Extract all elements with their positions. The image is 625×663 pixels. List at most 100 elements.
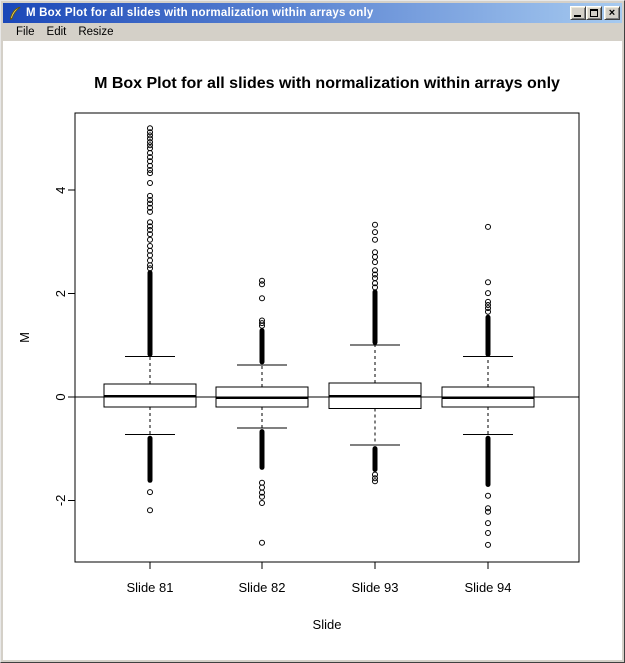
outlier-point [485, 302, 491, 308]
outlier-point [259, 295, 265, 302]
outlier-point [147, 208, 153, 215]
outlier-point [147, 507, 153, 514]
menu-edit[interactable]: Edit [46, 26, 67, 38]
outlier-point [372, 229, 378, 236]
outlier-point [147, 197, 153, 203]
outlier-point [147, 145, 153, 152]
outlier-dense-column [259, 429, 265, 470]
menu-bar: File Edit Resize [3, 23, 622, 41]
outlier-point [147, 219, 153, 226]
outlier-point [259, 317, 265, 324]
outlier-point [485, 530, 491, 536]
outlier-point [147, 192, 153, 199]
box-group-slide-81: Slide 81 [103, 125, 197, 595]
outlier-point [485, 290, 491, 297]
outlier-point [485, 505, 491, 512]
y-axis-label: M [17, 332, 32, 343]
outlier-point [259, 500, 265, 506]
outlier-point [147, 204, 153, 211]
outlier-point [147, 243, 153, 249]
outlier-point [147, 231, 153, 238]
outlier-point [372, 475, 378, 482]
outlier-point [147, 223, 153, 230]
maximize-icon [590, 9, 598, 17]
outlier-point [372, 275, 378, 282]
boxplot-chart: M Box Plot for all slides with normaliza… [17, 75, 580, 632]
close-button[interactable]: × [604, 6, 620, 20]
box-group-slide-93: Slide 93 [328, 221, 422, 595]
outlier-point [372, 259, 378, 266]
outlier-point [259, 493, 265, 500]
outlier-dense-column [485, 314, 491, 357]
outlier-point [147, 135, 153, 142]
outlier-point [485, 223, 491, 230]
plot-border [74, 112, 580, 563]
outlier-point [147, 129, 153, 136]
outlier-dense-column [372, 446, 378, 472]
outlier-point [147, 132, 153, 139]
title-bar: M Box Plot for all slides with normaliza… [3, 3, 622, 23]
outlier-point [372, 267, 378, 274]
outlier-point [372, 271, 378, 278]
outlier-point [485, 298, 491, 305]
box-group-slide-94: Slide 94 [441, 223, 535, 595]
outlier-point [259, 489, 265, 496]
plot-canvas: M Box Plot for all slides with normaliza… [3, 41, 622, 660]
outlier-point [259, 281, 265, 288]
chart-title: M Box Plot for all slides with normaliza… [94, 75, 560, 92]
outlier-point [372, 478, 378, 485]
outlier-point [147, 125, 153, 132]
menu-file[interactable]: File [16, 26, 35, 38]
maximize-button[interactable] [586, 6, 602, 20]
outlier-point [147, 236, 153, 243]
close-icon: × [608, 7, 616, 19]
outlier-point [147, 139, 153, 146]
outlier-point [259, 539, 265, 546]
minimize-icon [574, 15, 581, 17]
y-tick-label: 0 [53, 393, 68, 400]
menu-resize[interactable]: Resize [78, 26, 114, 38]
outlier-point [372, 221, 378, 228]
outlier-point [485, 541, 491, 548]
outlier-point [485, 305, 491, 312]
quill-icon [9, 6, 21, 20]
outlier-point [147, 180, 153, 186]
outlier-dense-column [259, 328, 265, 365]
outlier-point [372, 236, 378, 243]
outlier-point [147, 142, 153, 149]
y-tick-label: -2 [53, 495, 68, 507]
y-tick-label: 2 [53, 290, 68, 297]
outlier-point [147, 170, 153, 177]
box-group-slide-82: Slide 82 [215, 277, 309, 595]
outlier-point [372, 284, 378, 291]
window-title: M Box Plot for all slides with normaliza… [26, 7, 374, 19]
outlier-point [147, 489, 153, 496]
minimize-button[interactable] [570, 6, 586, 20]
outlier-dense-column [147, 435, 153, 483]
outlier-point [259, 320, 265, 327]
outlier-point [147, 265, 153, 272]
outlier-point [485, 279, 491, 286]
outlier-dense-column [372, 289, 378, 345]
outlier-point [485, 492, 491, 499]
outlier-point [485, 308, 491, 315]
x-tick-label: Slide 94 [465, 580, 512, 595]
outlier-point [147, 167, 153, 173]
outlier-point [372, 471, 378, 478]
outlier-point [259, 277, 265, 284]
outlier-point [485, 508, 491, 515]
outlier-point [147, 200, 153, 207]
outlier-dense-column [485, 435, 491, 487]
outlier-point [147, 154, 153, 161]
y-tick-label: 4 [53, 187, 68, 194]
x-tick-label: Slide 81 [127, 580, 174, 595]
outlier-point [485, 520, 491, 527]
outlier-point [372, 249, 378, 256]
outlier-point [147, 227, 153, 233]
x-axis-label: Slide [313, 617, 342, 632]
x-tick-label: Slide 82 [239, 580, 286, 595]
outlier-dense-column [147, 270, 153, 357]
x-tick-label: Slide 93 [352, 580, 399, 595]
outlier-point [147, 158, 153, 165]
